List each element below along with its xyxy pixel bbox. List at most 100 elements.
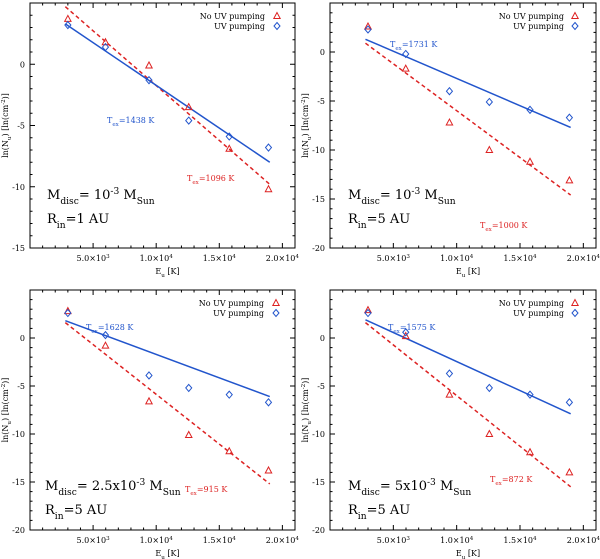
x-tick-label: 1.5×104: [203, 536, 237, 545]
uv-point: [64, 308, 72, 318]
no-uv-point: [445, 390, 454, 398]
tex-no-uv-label: Tex=872 K: [490, 475, 533, 487]
tex-uv-label: Tex=1575 K: [388, 323, 436, 335]
inner-radius-annotation: Rin=1 AU: [47, 212, 109, 231]
disc-mass-annotation: Mdisc= 5x10-3 MSun: [348, 478, 471, 498]
no-uv-point: [445, 117, 454, 126]
y-tick-label: -10: [312, 146, 325, 155]
tex-no-uv-label: Tex=915 K: [185, 485, 228, 497]
no-uv-point: [101, 341, 110, 349]
chart-panel-4: 5.0×103 1.0×104 1.5×104 2.0×104 0 -5 -10 -15 -20…: [301, 289, 600, 559]
y-axis-label: ln(Nu) [ln(cm-2)]: [1, 93, 13, 158]
y-tick-label: -5: [17, 122, 25, 131]
uv-point: [565, 398, 574, 407]
uv-point: [101, 42, 110, 52]
legend-no-uv-label: No UV pumping: [499, 12, 564, 21]
legend-no-uv-label: No UV pumping: [499, 299, 564, 308]
no-uv-point: [144, 60, 154, 69]
legend-uv-label: UV pumping: [513, 22, 564, 31]
no-uv-point: [144, 396, 154, 405]
plot-frame: [29, 289, 296, 531]
uv-point: [402, 49, 410, 59]
y-tick-label: 0: [20, 60, 25, 69]
no-uv-point: [63, 14, 72, 22]
y-tick-label: -15: [312, 478, 325, 487]
no-uv-point: [565, 175, 574, 184]
chart-panel-3: 5.0×103 1.0×104 1.5×104 2.0×104 0 -5 -10 -15 -20…: [1, 289, 300, 559]
chart-panel-1: 5.0×103 1.0×104 1.5×104 2.0×104 0 -5 -10 -15 Eu …: [1, 2, 300, 279]
fit-line-no-uv: [64, 6, 271, 185]
y-tick-label: -15: [12, 478, 25, 487]
x-tick-label: 1.5×104: [503, 536, 537, 545]
x-tick-label: 1.0×104: [440, 536, 474, 545]
x-axis-label: Eu [K]: [155, 549, 179, 559]
y-tick-label: 0: [320, 334, 325, 343]
no-uv-point: [264, 184, 273, 193]
no-uv-point: [565, 467, 574, 476]
legend-uv-label: UV pumping: [213, 309, 264, 318]
no-uv-point: [101, 37, 110, 46]
x-tick-label: 1.5×104: [203, 254, 237, 263]
y-axis-label: ln(Nu) [ln(cm-2)]: [301, 378, 313, 443]
legend-no-uv-marker: [570, 298, 580, 306]
uv-point: [145, 371, 153, 380]
uv-point: [185, 383, 193, 393]
uv-point: [225, 390, 233, 399]
uv-point: [485, 383, 494, 393]
legend-no-uv-marker: [271, 298, 281, 306]
x-tick-label: 5.0×103: [377, 536, 411, 545]
no-uv-point: [264, 465, 273, 474]
x-tick-label: 2.0×104: [266, 254, 300, 263]
x-tick-label: 1.0×104: [440, 254, 474, 263]
uv-point: [264, 143, 273, 152]
fit-line-no-uv: [365, 42, 572, 196]
x-tick-label: 5.0×103: [77, 254, 111, 263]
no-uv-point: [225, 144, 234, 152]
fit-line-uv: [365, 38, 571, 129]
no-uv-point: [225, 446, 234, 455]
no-uv-point: [363, 305, 373, 314]
legend-uv-label: UV pumping: [214, 22, 265, 31]
chart-panel-2: 5.0×103 1.0×104 1.5×104 2.0×104 0 -5 -10 -15 -20…: [301, 2, 600, 279]
y-tick-label: -20: [312, 244, 325, 253]
tex-uv-label: Tex=1438 K: [107, 116, 155, 128]
disc-mass-annotation: Mdisc= 10-3 MSun: [348, 187, 456, 207]
x-tick-label: 2.0×104: [567, 254, 600, 263]
tex-no-uv-label: Tex=1096 K: [187, 174, 235, 186]
plot-frame: [329, 2, 597, 249]
y-tick-label: -15: [12, 244, 25, 253]
fit-line-uv: [64, 23, 271, 163]
no-uv-point: [184, 430, 193, 438]
uv-point: [402, 327, 410, 337]
y-tick-label: -10: [312, 430, 325, 439]
uv-point: [364, 308, 372, 318]
inner-radius-annotation: Rin=5 AU: [348, 212, 410, 231]
y-tick-label: 0: [320, 48, 325, 57]
uv-point: [445, 86, 454, 96]
disc-mass-annotation: Mdisc= 10-3 MSun: [47, 187, 155, 207]
legend-uv-marker: [272, 308, 280, 318]
tex-no-uv-label: Tex=1000 K: [480, 221, 528, 233]
x-axis-label: Eu [K]: [456, 267, 480, 279]
x-tick-label: 1.5×104: [503, 254, 537, 263]
uv-point: [101, 330, 110, 340]
no-uv-point: [525, 157, 535, 165]
legend-uv-marker: [571, 21, 579, 31]
plot-frame: [329, 289, 597, 531]
x-axis-label: Eu [K]: [456, 549, 480, 559]
legend-no-uv-label: No UV pumping: [199, 299, 264, 308]
uv-point: [526, 390, 534, 399]
legend-no-uv-label: No UV pumping: [200, 12, 265, 21]
legend-uv-marker: [571, 308, 579, 318]
x-tick-label: 2.0×104: [266, 536, 300, 545]
y-tick-label: -20: [12, 526, 25, 535]
fit-line-no-uv: [364, 322, 572, 488]
uv-point: [445, 369, 454, 378]
fit-line-no-uv: [64, 322, 271, 485]
no-uv-point: [485, 145, 494, 153]
no-uv-point: [184, 102, 193, 111]
uv-point: [145, 75, 153, 85]
inner-radius-annotation: Rin=5 AU: [348, 503, 410, 522]
y-tick-label: -10: [12, 430, 25, 439]
